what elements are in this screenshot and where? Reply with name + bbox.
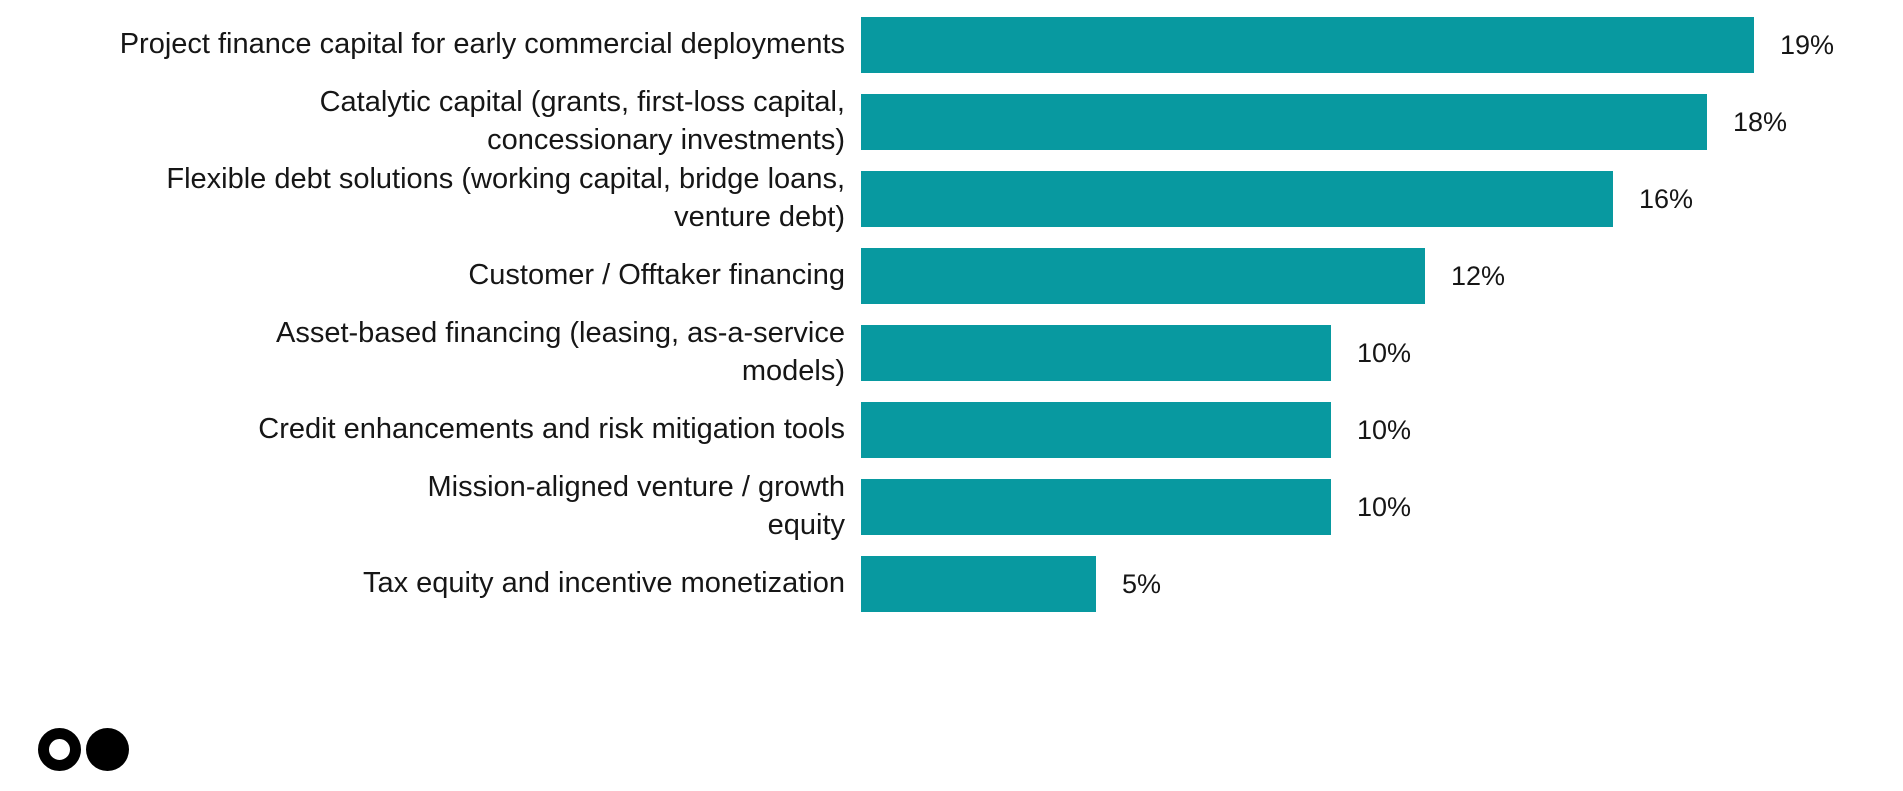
circle-filled-icon[interactable]: [86, 728, 129, 771]
chart-row: Customer / Offtaker financing 12%: [0, 248, 1903, 304]
category-label: Project finance capital for early commer…: [119, 28, 845, 61]
chart-row: Flexible debt solutions (working capital…: [0, 163, 1903, 233]
value-label: 5%: [1122, 568, 1162, 599]
value-label: 12%: [1451, 260, 1506, 291]
category-label: Customer / Offtaker financing: [468, 259, 845, 292]
chart-row: Tax equity and incentive monetization 5%: [0, 556, 1903, 612]
bar: [861, 17, 1754, 73]
value-label: 10%: [1357, 337, 1412, 368]
category-label: Asset-based financing (leasing, as-a-ser…: [276, 317, 845, 387]
chart-row: Asset-based financing (leasing, as-a-ser…: [0, 317, 1903, 387]
pagination-dots: [38, 728, 129, 771]
bar: [861, 402, 1331, 458]
category-label: Tax equity and incentive monetization: [362, 567, 845, 600]
bar: [861, 171, 1613, 227]
value-label: 10%: [1357, 491, 1412, 522]
circle-outline-icon[interactable]: [38, 728, 81, 771]
category-label: Catalytic capital (grants, first-loss ca…: [319, 86, 845, 156]
value-label: 18%: [1733, 106, 1788, 137]
bar: [861, 94, 1707, 150]
category-label: Mission-aligned venture / growth equity: [427, 471, 845, 541]
bar: [861, 479, 1331, 535]
bar: [861, 556, 1096, 612]
chart-row: Catalytic capital (grants, first-loss ca…: [0, 86, 1903, 156]
chart-row: Credit enhancements and risk mitigation …: [0, 402, 1903, 458]
bar: [861, 325, 1331, 381]
value-label: 10%: [1357, 414, 1412, 445]
value-label: 19%: [1780, 29, 1835, 60]
chart-row: Mission-aligned venture / growth equity …: [0, 471, 1903, 541]
bar-chart: Project finance capital for early commer…: [0, 17, 1903, 633]
category-label: Credit enhancements and risk mitigation …: [258, 413, 845, 446]
chart-row: Project finance capital for early commer…: [0, 17, 1903, 73]
bar: [861, 248, 1425, 304]
value-label: 16%: [1639, 183, 1694, 214]
category-label: Flexible debt solutions (working capital…: [166, 163, 845, 233]
